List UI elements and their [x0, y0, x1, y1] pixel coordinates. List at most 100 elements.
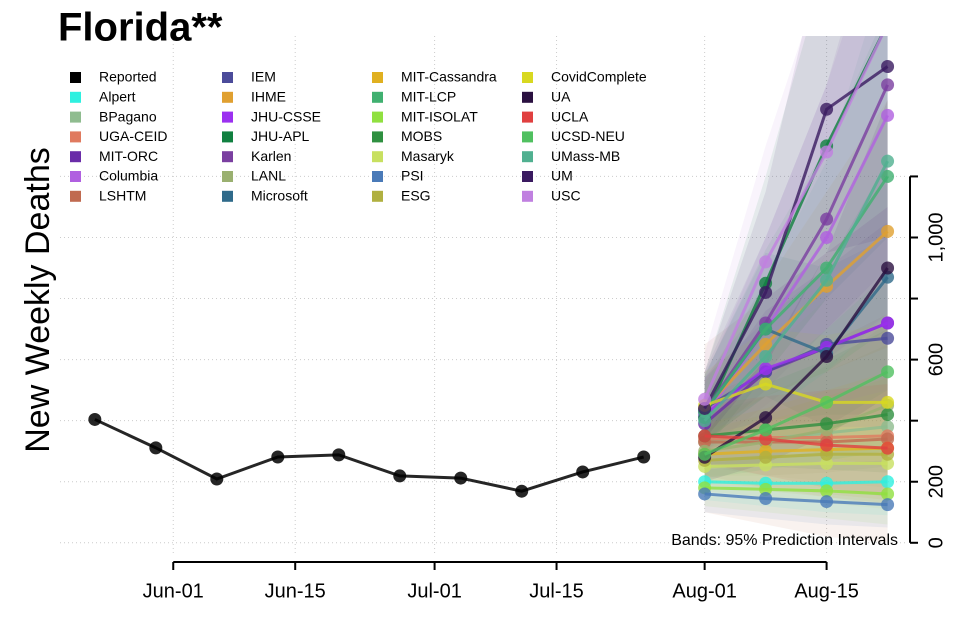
legend-swatch: [372, 91, 383, 103]
forecast-point: [759, 322, 773, 336]
forecast-point: [881, 316, 895, 330]
forecast-point: [881, 108, 895, 122]
forecast-point: [698, 392, 712, 406]
legend-label: MIT-Cassandra: [401, 69, 497, 85]
reported-point: [637, 450, 651, 464]
forecast-point: [881, 365, 895, 379]
legend-label: MIT-LCP: [401, 89, 456, 105]
forecast-point: [759, 432, 773, 446]
forecast-point: [698, 429, 712, 443]
legend-label: MOBS: [401, 128, 442, 144]
forecast-point: [759, 350, 773, 364]
legend-label: MIT-ORC: [99, 148, 158, 164]
reported-point: [271, 450, 285, 464]
legend-swatch: [70, 151, 81, 163]
x-tick-label: Jul-01: [407, 580, 461, 602]
legend-label: UMass-MB: [551, 148, 620, 164]
forecast-point: [881, 456, 895, 470]
axes: 0 200 600 1,000 Jun-01 Jun-15 Jul-01 Jul-15 Aug-…: [143, 175, 947, 602]
legend-swatch: [70, 131, 81, 143]
forecast-point: [881, 169, 895, 183]
forecast-point: [881, 441, 895, 455]
forecast-point: [881, 331, 895, 345]
forecast-point: [881, 487, 895, 501]
forecast-line: [704, 370, 889, 456]
forecast-line: [703, 230, 889, 410]
forecast-point: [759, 377, 773, 391]
forecast-line: [703, 84, 889, 413]
legend-swatch: [372, 171, 383, 182]
forecast-line: [704, 382, 888, 407]
forecast-point: [820, 447, 834, 461]
legend-swatch: [222, 91, 233, 103]
legend-label: UCLA: [551, 108, 589, 124]
x-tick-label: Jun-15: [265, 580, 326, 602]
legend-swatch: [372, 131, 383, 143]
legend-swatch: [222, 111, 233, 123]
forecast-line: [703, 36, 884, 400]
prediction-band: [704, 435, 888, 516]
legend-label: JHU-CSSE: [251, 108, 321, 124]
forecast-line: [704, 452, 888, 462]
forecast-point: [759, 285, 773, 299]
forecast-line: [704, 404, 889, 453]
forecast-point: [820, 417, 834, 431]
forecast-point: [881, 17, 894, 30]
reported-point: [393, 469, 407, 483]
reported-line: [94, 418, 645, 493]
reported-point: [210, 472, 224, 486]
forecast-point: [881, 475, 895, 489]
forecast-line: [704, 486, 888, 496]
forecast-line: [704, 413, 888, 438]
legend-label: IEM: [251, 69, 276, 85]
legend-label: ESG: [401, 188, 431, 204]
legend-label: PSI: [401, 168, 424, 184]
forecast-point: [820, 456, 834, 470]
reported-point: [149, 441, 163, 455]
forecast-point: [820, 273, 834, 287]
plot-area: [88, 17, 895, 543]
reported-point: [576, 465, 590, 479]
legend-swatch: [222, 171, 233, 182]
forecast-point: [820, 495, 834, 509]
forecast-point: [820, 350, 834, 364]
forecast-point: [759, 450, 773, 464]
forecast-point: [881, 60, 895, 74]
legend-label: UCSD-NEU: [551, 128, 625, 144]
forecast-point: [881, 78, 895, 92]
prediction-band: [704, 460, 888, 528]
legend-swatch: [222, 190, 233, 202]
reported-point: [88, 412, 102, 426]
legend-swatch: [522, 131, 533, 143]
legend-swatch: [372, 151, 383, 163]
forecast-point: [820, 145, 834, 159]
legend-label: MIT-ISOLAT: [401, 108, 478, 124]
forecast-point: [881, 498, 895, 512]
legend-swatch: [522, 190, 533, 202]
forecast-line: [703, 114, 889, 419]
forecast-point: [759, 423, 773, 437]
forecast-point: [820, 438, 834, 452]
forecast-line: [703, 160, 889, 422]
prediction-band: [704, 36, 888, 443]
legend-swatch: [522, 151, 533, 163]
legend-swatch: [372, 72, 383, 83]
legend-label: JHU-APL: [251, 128, 310, 144]
forecast-point: [820, 395, 834, 409]
y-tick-label: 0: [925, 537, 947, 548]
legend-label: UA: [551, 89, 571, 105]
y-tick-label: 1,000: [925, 212, 947, 262]
prediction-band: [704, 36, 888, 436]
forecast-point: [881, 420, 895, 434]
legend-label: Masaryk: [401, 148, 455, 164]
forecast-point: [820, 102, 834, 116]
legend-label: CovidComplete: [551, 69, 647, 85]
legend-swatch: [522, 111, 533, 123]
legend-swatch: [222, 151, 233, 163]
legend-label: Reported: [99, 69, 157, 85]
forecast-point: [881, 432, 895, 446]
forecast-point: [759, 411, 773, 425]
legend-swatch: [70, 171, 81, 182]
forecast-point: [698, 414, 712, 428]
